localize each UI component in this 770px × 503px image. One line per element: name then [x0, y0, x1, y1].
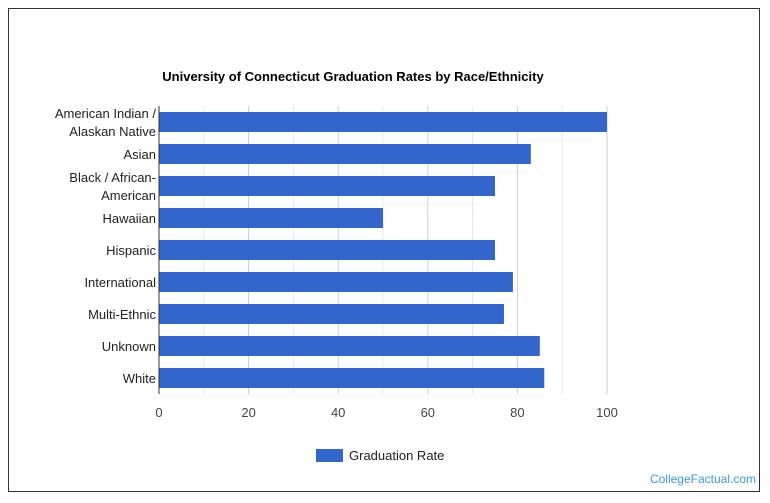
category-label-hawaiian: Hawaiian	[103, 211, 156, 226]
category-label-line: Hawaiian	[103, 211, 156, 226]
category-label-line: American	[101, 188, 156, 203]
x-tick-label-80: 80	[510, 405, 524, 420]
category-label-line: American Indian /	[55, 106, 157, 121]
category-label-line: Black / African-	[69, 170, 156, 185]
x-tick-label-0: 0	[155, 405, 162, 420]
category-label-line: Asian	[123, 147, 156, 162]
category-label-white: White	[123, 371, 156, 386]
bar-white[interactable]	[159, 368, 545, 388]
category-label-international: International	[84, 275, 156, 290]
x-axis-tick-labels: 0 20 40 60 80 100	[155, 405, 617, 420]
category-label-line: Alaskan Native	[69, 124, 156, 139]
bar-unknown[interactable]	[159, 336, 540, 356]
category-label-line: Unknown	[102, 339, 156, 354]
category-label-line: Multi-Ethnic	[88, 307, 156, 322]
category-label-asian: Asian	[123, 147, 156, 162]
bar-international[interactable]	[159, 272, 513, 292]
category-label-black-african-american: Black / African- American	[69, 170, 156, 203]
category-label-hispanic: Hispanic	[106, 243, 156, 258]
x-tick-label-60: 60	[421, 405, 435, 420]
category-label-line: International	[84, 275, 156, 290]
bar-multi-ethnic[interactable]	[159, 304, 504, 324]
bar-hispanic[interactable]	[159, 240, 495, 260]
x-tick-label-20: 20	[241, 405, 255, 420]
legend: Graduation Rate	[316, 448, 444, 463]
x-tick-label-40: 40	[331, 405, 345, 420]
category-label-american-indian-alaskan-native: American Indian / Alaskan Native	[55, 106, 157, 139]
bar-hawaiian[interactable]	[159, 208, 383, 228]
legend-swatch	[316, 449, 343, 462]
category-labels: American Indian / Alaskan Native Asian Blac…	[55, 106, 157, 386]
bar-american-indian-alaskan-native[interactable]	[159, 112, 607, 132]
legend-label-graduation-rate: Graduation Rate	[349, 448, 444, 463]
collegefactual-watermark[interactable]: CollegeFactual.com	[649, 472, 756, 486]
category-label-line: Hispanic	[106, 243, 156, 258]
category-label-line: White	[123, 371, 156, 386]
chart-title: University of Connecticut Graduation Rat…	[162, 69, 544, 84]
bar-asian[interactable]	[159, 144, 531, 164]
bars	[159, 112, 607, 388]
bar-black-african-american[interactable]	[159, 176, 495, 196]
x-tick-label-100: 100	[596, 405, 618, 420]
category-label-multi-ethnic: Multi-Ethnic	[88, 307, 156, 322]
category-label-unknown: Unknown	[102, 339, 156, 354]
